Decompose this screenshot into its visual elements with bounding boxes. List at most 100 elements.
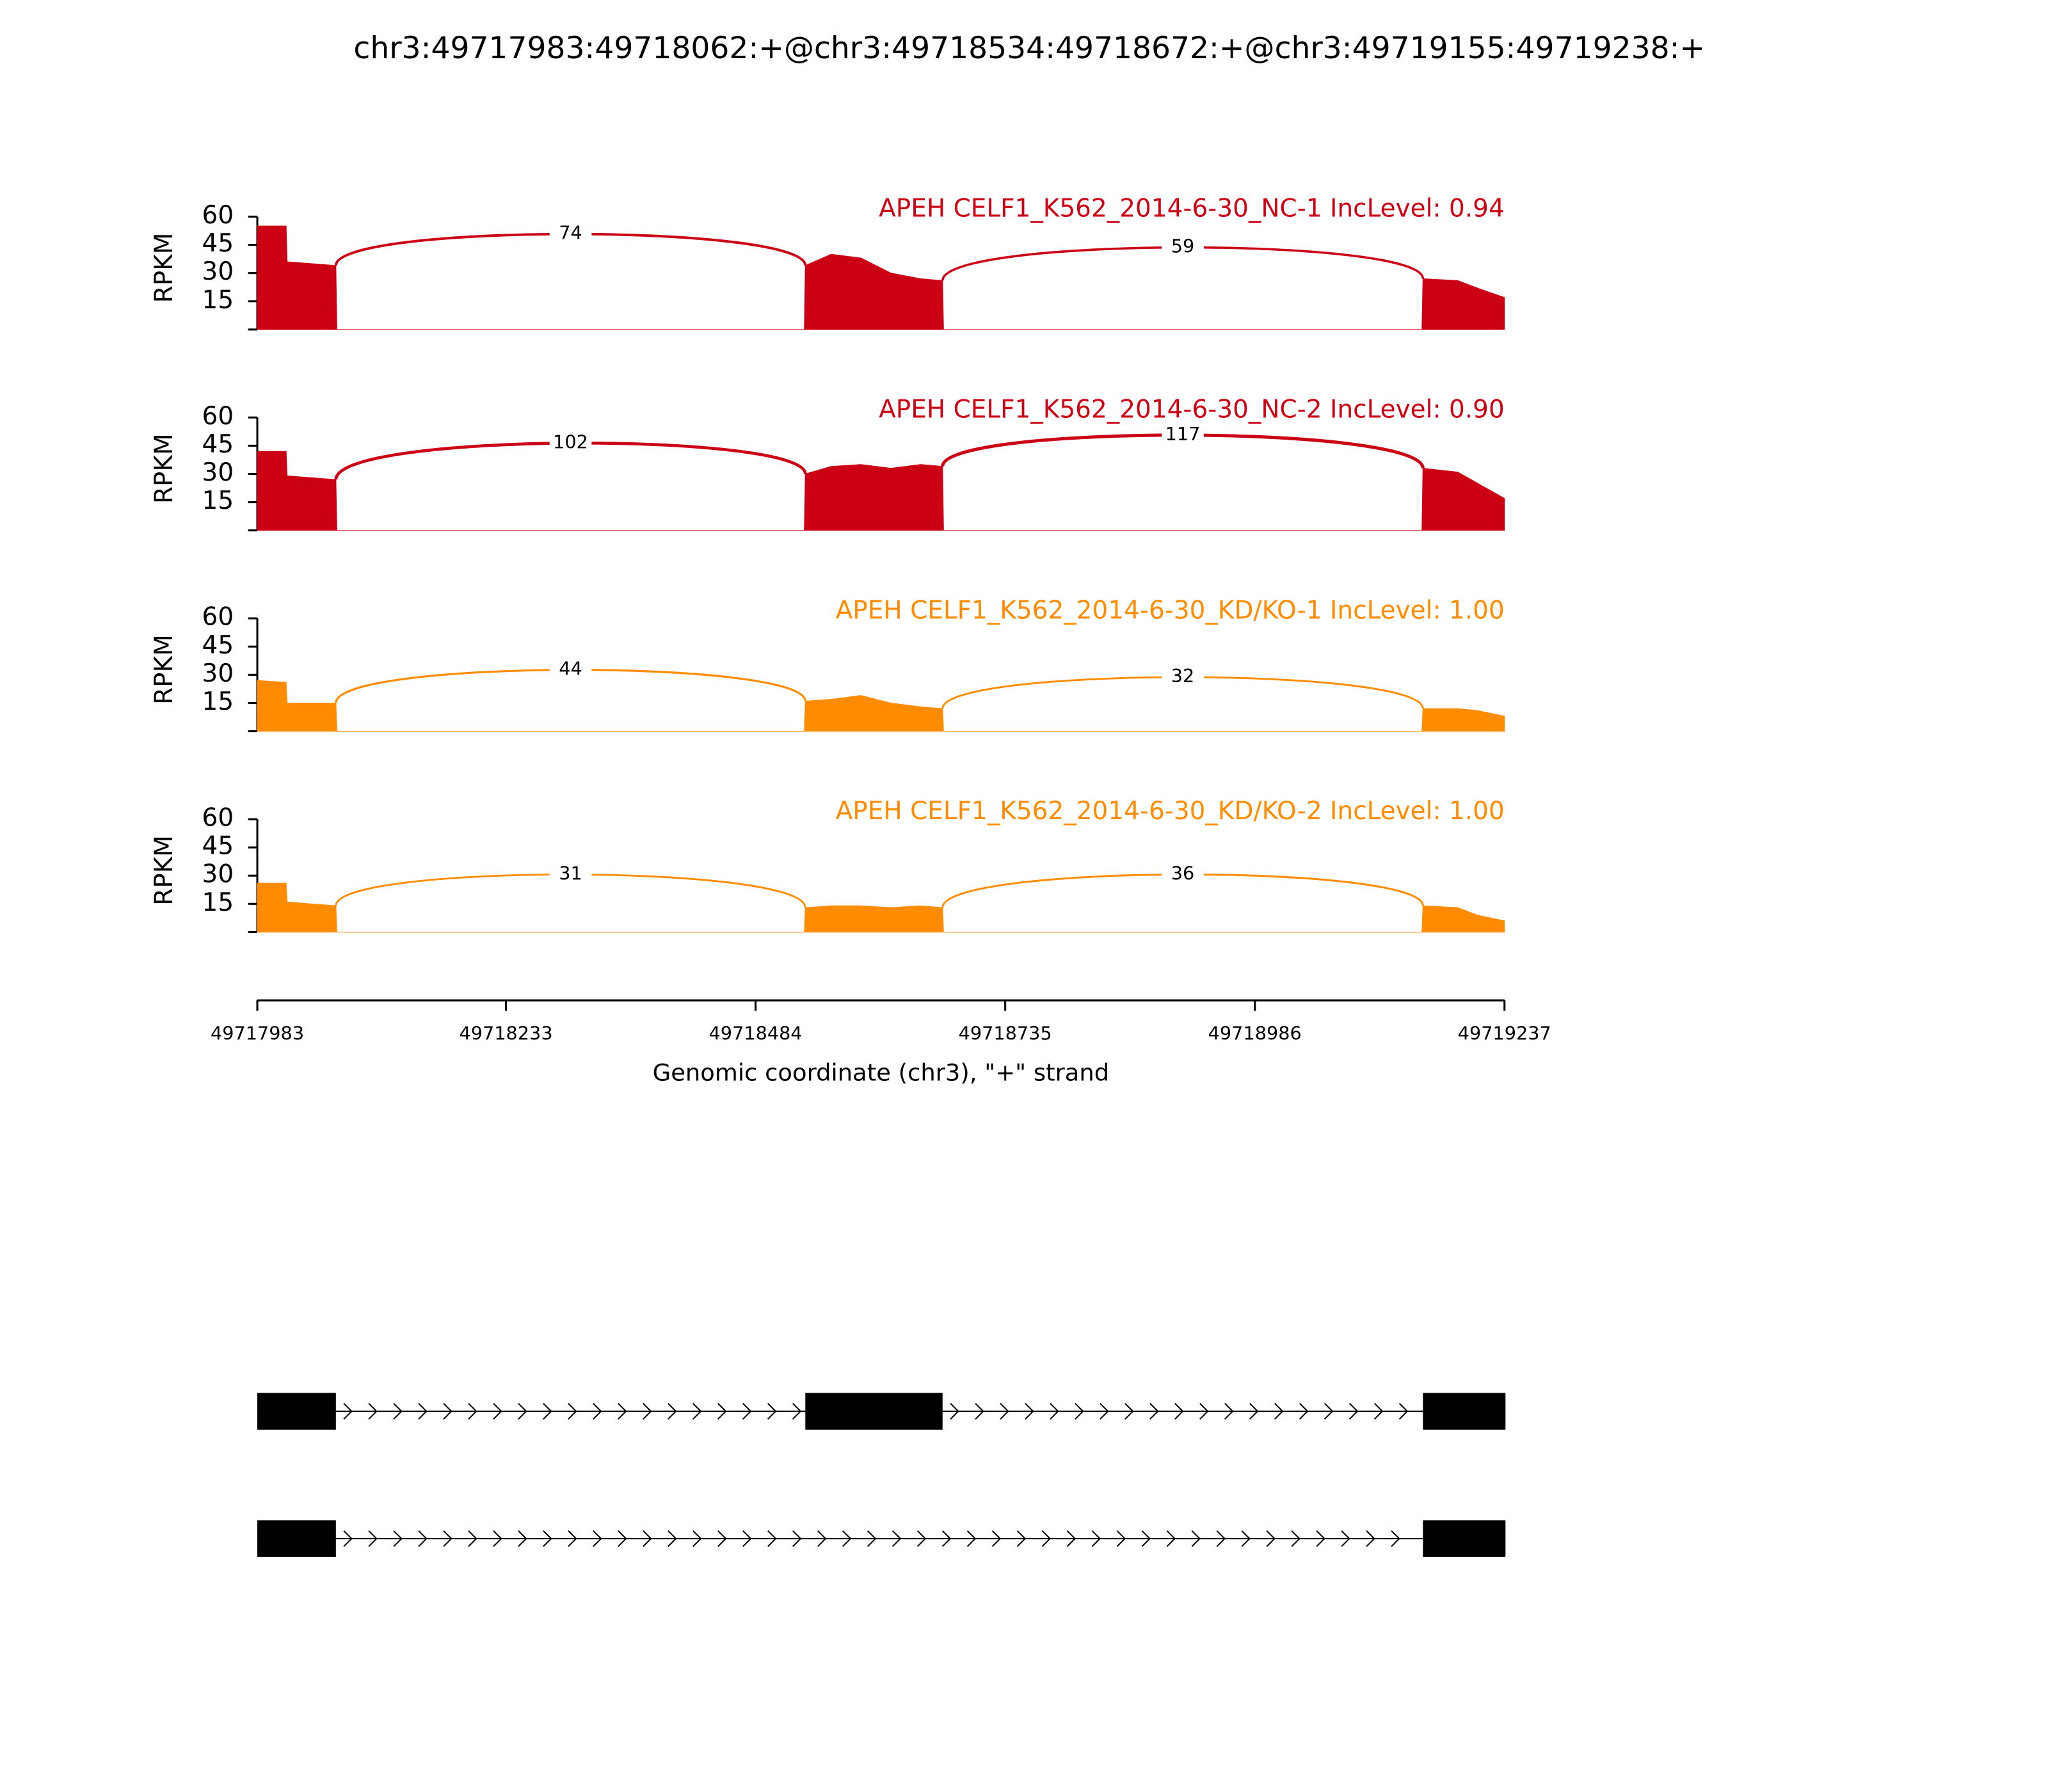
y-axis-label: RPKM xyxy=(150,634,179,705)
junction-label: 102 xyxy=(553,431,588,452)
junction-label-bg xyxy=(549,659,592,681)
strand-chevron xyxy=(543,1530,552,1548)
strand-chevron xyxy=(468,1403,477,1420)
y-tick-label: 45 xyxy=(202,832,234,861)
strand-chevron xyxy=(1348,1403,1359,1420)
strand-chevron xyxy=(1316,1530,1325,1548)
strand-chevron xyxy=(817,1530,827,1548)
junction-label-bg xyxy=(549,863,592,885)
y-axis-label: RPKM xyxy=(150,835,179,906)
strand-chevron xyxy=(668,1530,677,1548)
strand-chevron xyxy=(518,1530,527,1548)
strand-chevron xyxy=(1324,1403,1334,1420)
strand-chevron xyxy=(1050,1403,1059,1420)
y-tick-label: 15 xyxy=(202,687,234,716)
strand-chevron xyxy=(1100,1403,1109,1420)
y-tick-label: 45 xyxy=(202,430,234,459)
strand-chevron xyxy=(618,1403,627,1420)
strand-chevron xyxy=(1241,1530,1251,1548)
strand-chevron xyxy=(767,1403,777,1420)
strand-chevron xyxy=(792,1530,802,1548)
strand-chevron xyxy=(1299,1403,1309,1420)
strand-chevron xyxy=(343,1530,353,1548)
strand-chevron xyxy=(1191,1530,1201,1548)
junction-label-bg xyxy=(549,223,592,245)
y-tick-label: 45 xyxy=(202,631,234,660)
x-tick-label: 49717983 xyxy=(211,1022,304,1044)
strand-chevron xyxy=(842,1530,852,1548)
y-tick-label: 30 xyxy=(202,860,234,889)
strand-chevron xyxy=(518,1403,527,1420)
y-tick-label: 30 xyxy=(202,257,234,286)
junction-label: 31 xyxy=(559,862,582,884)
strand-chevron xyxy=(368,1530,378,1548)
strand-chevron xyxy=(916,1530,927,1548)
junction-label-bg xyxy=(1162,237,1204,259)
junction-label-bg xyxy=(1162,863,1204,885)
x-axis-label: Genomic coordinate (chr3), "+" strand xyxy=(653,1059,1110,1086)
strand-chevron xyxy=(1066,1530,1076,1548)
x-tick-label: 49718484 xyxy=(709,1022,803,1044)
track-label: APEH CELF1_K562_2014-6-30_NC-1 IncLevel:… xyxy=(879,195,1505,223)
strand-chevron xyxy=(593,1530,602,1548)
coverage-area xyxy=(257,883,1505,932)
junction-label: 44 xyxy=(559,658,582,680)
junction-label-bg xyxy=(549,432,592,454)
junction-label: 117 xyxy=(1165,423,1201,445)
strand-chevron xyxy=(493,1530,502,1548)
track-label: APEH CELF1_K562_2014-6-30_KD/KO-1 IncLev… xyxy=(836,596,1505,625)
strand-chevron xyxy=(767,1530,777,1548)
strand-chevron xyxy=(742,1530,752,1548)
strand-chevron xyxy=(1041,1530,1052,1548)
strand-chevron xyxy=(418,1530,428,1548)
y-axis-label: RPKM xyxy=(150,433,179,504)
strand-chevron xyxy=(1266,1530,1276,1548)
coverage-area xyxy=(257,451,1505,531)
y-tick-label: 30 xyxy=(202,659,234,688)
y-tick-label: 15 xyxy=(202,285,234,314)
strand-chevron xyxy=(493,1403,502,1420)
strand-chevron xyxy=(643,1530,652,1548)
coverage-area xyxy=(257,225,1505,330)
strand-chevron xyxy=(343,1403,353,1420)
strand-chevron xyxy=(1000,1403,1009,1420)
strand-chevron xyxy=(1341,1530,1350,1548)
strand-chevron xyxy=(1216,1530,1226,1548)
junction-label: 74 xyxy=(559,222,582,244)
junction-label: 59 xyxy=(1171,236,1195,257)
strand-chevron xyxy=(1291,1530,1300,1548)
x-tick-label: 49718986 xyxy=(1208,1022,1302,1044)
strand-chevron xyxy=(1199,1403,1209,1420)
y-tick-label: 15 xyxy=(202,888,234,917)
junction-label: 36 xyxy=(1171,862,1195,884)
strand-chevron xyxy=(950,1403,959,1420)
strand-chevron xyxy=(717,1530,727,1548)
strand-chevron xyxy=(1016,1530,1027,1548)
strand-chevron xyxy=(1373,1403,1384,1420)
strand-chevron xyxy=(742,1403,752,1420)
y-axis-label: RPKM xyxy=(150,233,179,303)
exon xyxy=(257,1520,336,1557)
exon xyxy=(1423,1393,1506,1430)
strand-chevron xyxy=(1091,1530,1101,1548)
strand-chevron xyxy=(668,1403,677,1420)
junction-label: 32 xyxy=(1171,665,1195,687)
strand-chevron xyxy=(1124,1403,1134,1420)
strand-chevron xyxy=(1366,1530,1375,1548)
strand-chevron xyxy=(1025,1403,1034,1420)
strand-chevron xyxy=(941,1530,952,1548)
track-label: APEH CELF1_K562_2014-6-30_KD/KO-2 IncLev… xyxy=(836,797,1505,826)
strand-chevron xyxy=(692,1530,702,1548)
strand-chevron xyxy=(643,1403,652,1420)
coverage-area xyxy=(257,680,1505,732)
strand-chevron xyxy=(393,1403,403,1420)
strand-chevron xyxy=(1224,1403,1234,1420)
strand-chevron xyxy=(393,1530,403,1548)
exon xyxy=(257,1393,336,1430)
strand-chevron xyxy=(1141,1530,1151,1548)
y-tick-label: 30 xyxy=(202,458,234,487)
x-tick-label: 49719237 xyxy=(1458,1022,1551,1044)
strand-chevron xyxy=(593,1403,602,1420)
